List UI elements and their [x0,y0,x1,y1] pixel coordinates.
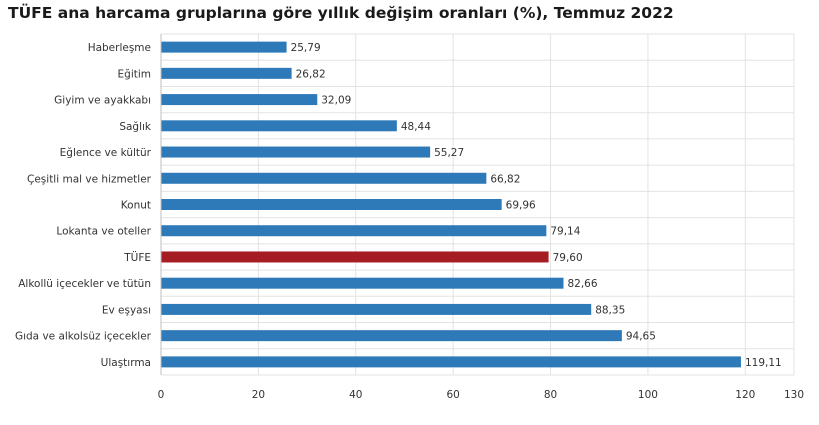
category-label: Ev eşyası [102,304,151,316]
value-label: 94,65 [626,331,656,343]
x-tick-label: 130 [784,389,804,401]
x-tick-label: 40 [349,389,362,401]
label-layer: Haberleşme 25,79 Eğitim 26,82 Giyim ve ayakk… [15,42,782,369]
bar [161,225,547,237]
bar [161,277,564,289]
category-label: Eğitim [118,68,151,80]
category-label: TÜFE [123,251,151,264]
category-label: Eğlence ve kültür [60,147,152,159]
value-label: 25,79 [291,42,321,54]
category-label: Gıda ve alkolsüz içecekler [15,331,152,343]
grid-layer [160,33,795,376]
axis-layer: 0 20 40 60 80 100 120 130 [158,34,804,401]
category-label: Konut [121,200,151,212]
bar [161,146,431,158]
category-label: Sağlık [119,121,152,133]
value-label: 119,11 [745,357,782,369]
chart-title: TÜFE ana harcama gruplarına göre yıllık … [8,4,674,22]
category-label: Ulaştırma [101,357,151,369]
value-label: 79,60 [553,252,583,264]
value-label: 82,66 [567,278,597,290]
value-label: 69,96 [506,200,536,212]
x-tick-label: 100 [638,389,658,401]
bar [161,94,318,106]
category-label: Lokanta ve oteller [56,226,151,238]
value-label: 32,09 [321,95,351,107]
x-tick-label: 120 [735,389,755,401]
value-label: 88,35 [595,304,625,316]
category-label: Giyim ve ayakkabı [54,95,151,107]
value-label: 48,44 [401,121,431,133]
bar [161,356,741,368]
category-label: Çeşitli mal ve hizmetler [27,173,152,185]
bar [161,172,487,184]
value-label: 55,27 [434,147,464,159]
bar [161,199,502,210]
bar-layer [161,41,741,368]
value-label: 26,82 [296,68,326,80]
bar [161,41,287,53]
category-label: Alkollü içecekler ve tütün [18,278,151,290]
x-tick-label: 20 [252,389,265,401]
x-tick-label: 80 [544,389,557,401]
x-tick-label: 60 [446,389,459,401]
x-tick-label: 0 [158,389,165,401]
bar [161,67,292,79]
category-label: Haberleşme [88,42,151,54]
bar [161,251,549,263]
value-label: 79,14 [550,226,580,238]
bar [161,120,397,132]
bar [161,330,622,342]
bar [161,303,592,315]
value-label: 66,82 [490,173,520,185]
